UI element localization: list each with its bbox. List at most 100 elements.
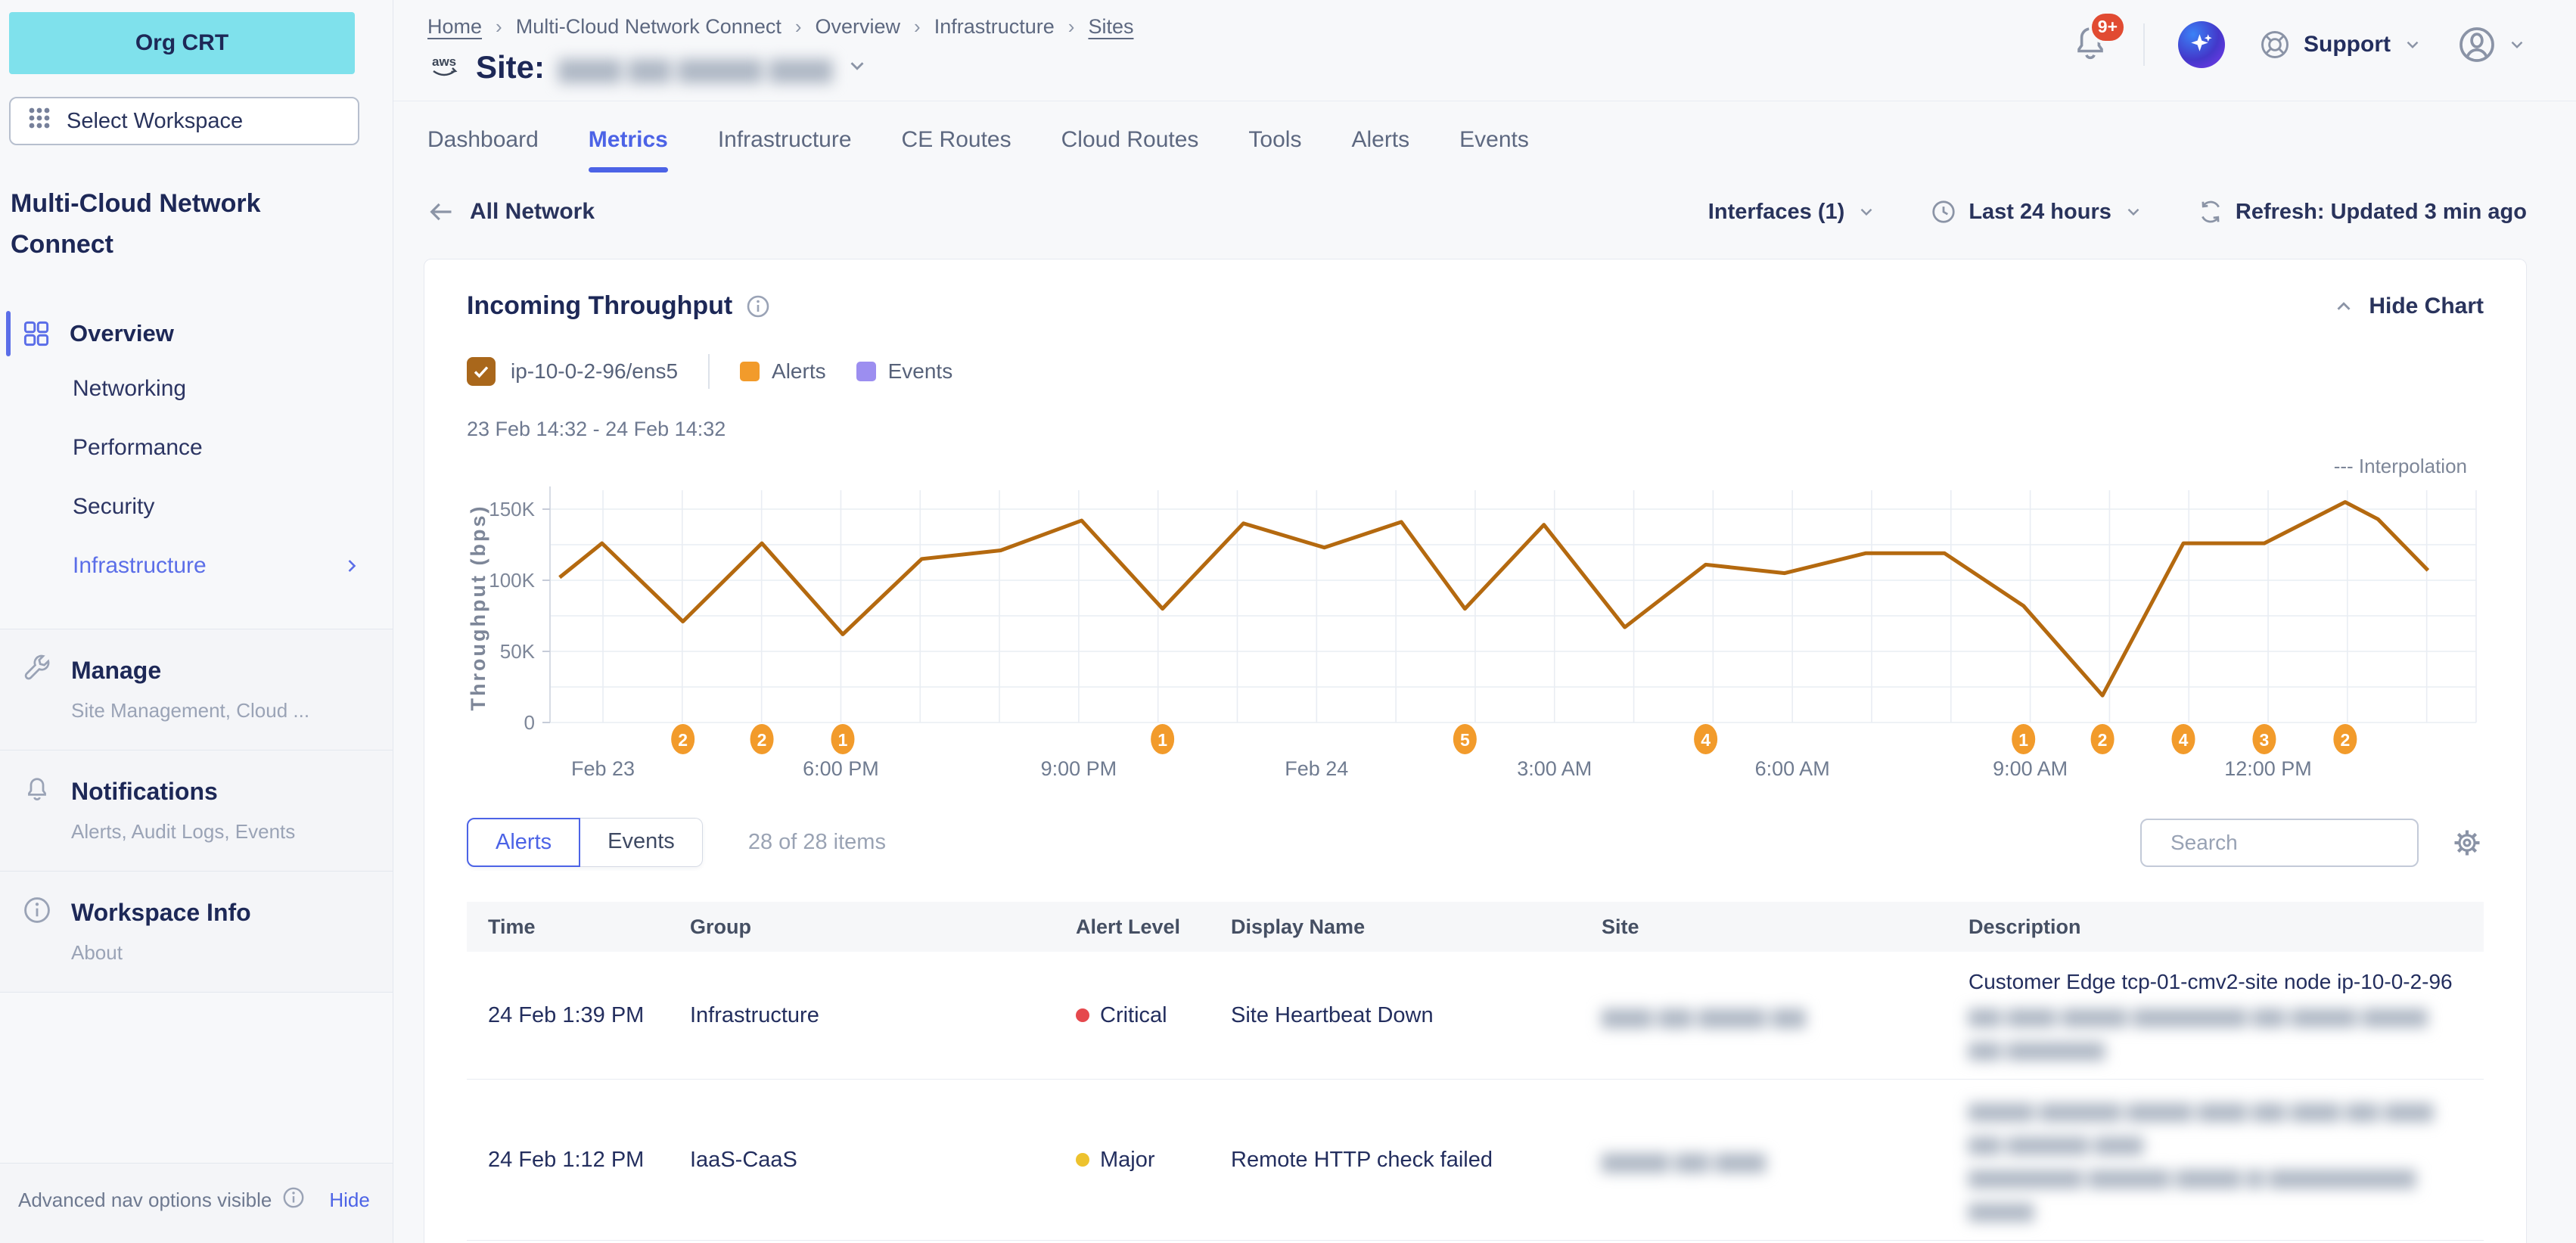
avatar-icon xyxy=(2459,27,2494,62)
overview-grid-icon xyxy=(23,321,49,346)
tab-infrastructure[interactable]: Infrastructure xyxy=(717,127,852,152)
svg-text:12:00 PM: 12:00 PM xyxy=(2224,757,2312,780)
table-row[interactable]: 24 Feb 1:12 PM IaaS-CaaS Major Remote HTTP … xyxy=(467,1080,2484,1241)
table-tab-events[interactable]: Events xyxy=(580,818,703,867)
time-range-dropdown[interactable]: Last 24 hours xyxy=(1931,199,2143,225)
tab-cloud-routes[interactable]: Cloud Routes xyxy=(1061,127,1199,152)
search-input[interactable] xyxy=(2170,830,2444,855)
sidebar-section-manage[interactable]: Manage Site Management, Cloud ... xyxy=(0,629,393,750)
svg-text:6:00 AM: 6:00 AM xyxy=(1755,757,1830,780)
sidebar-item-networking[interactable]: Networking xyxy=(0,359,393,418)
breadcrumb-item[interactable]: Sites xyxy=(1088,15,1134,38)
sidebar-item-overview[interactable]: Overview xyxy=(0,308,393,359)
sidebar-item-security[interactable]: Security xyxy=(0,477,393,536)
toolbar: All Network Interfaces (1) Last 24 hours… xyxy=(427,198,2527,225)
table-header-row: Time Group Alert Level Display Name Site Desc… xyxy=(467,902,2484,952)
interfaces-dropdown[interactable]: Interfaces (1) xyxy=(1708,200,1877,225)
main-content: Home › Multi-Cloud Network Connect › Overvie… xyxy=(393,0,2576,1243)
svg-text:2: 2 xyxy=(757,730,767,750)
svg-text:5: 5 xyxy=(1460,730,1470,750)
select-workspace-button[interactable]: Select Workspace xyxy=(9,97,359,145)
tab-tools[interactable]: Tools xyxy=(1248,127,1302,152)
column-header-alert-level: Alert Level xyxy=(1076,915,1181,938)
sidebar-item-label: Infrastructure xyxy=(73,552,207,578)
breadcrumb-item[interactable]: Infrastructure xyxy=(934,15,1055,38)
series-legend-label: ip-10-0-2-96/ens5 xyxy=(511,359,679,383)
svg-text:aws: aws xyxy=(432,54,456,69)
tab-ce-routes[interactable]: CE Routes xyxy=(901,127,1011,152)
sidebar-section-workspace-info[interactable]: Workspace Info About xyxy=(0,871,393,993)
sidebar-item-label: Performance xyxy=(73,434,203,460)
back-all-network[interactable]: All Network xyxy=(427,198,595,225)
breadcrumb-separator: › xyxy=(794,15,802,38)
user-menu[interactable] xyxy=(2456,23,2527,66)
section-title: Notifications xyxy=(71,778,218,806)
arrow-left-icon xyxy=(430,203,452,221)
chevron-down-icon xyxy=(1860,208,1872,216)
line-chart[interactable]: 0 50K 100K 150K Feb 23 6:00 PM 9:00 PM Feb 24 3:… xyxy=(467,456,2484,782)
table-search[interactable] xyxy=(2140,818,2444,867)
info-icon[interactable] xyxy=(746,294,770,319)
topbar: Home › Multi-Cloud Network Connect › Overvie… xyxy=(393,0,2576,101)
info-icon xyxy=(23,896,51,931)
breadcrumb-item[interactable]: Overview xyxy=(815,15,901,38)
cell-display-name: Remote HTTP check failed xyxy=(1231,1147,1493,1172)
svg-text:Throughput (bps): Throughput (bps) xyxy=(467,505,489,711)
site-header: aws Site: ▆▆▆ ▆▆ ▆▆▆▆ ▆▆▆ xyxy=(427,49,2527,85)
svg-text:9:00 AM: 9:00 AM xyxy=(1993,757,2068,780)
grid-icon xyxy=(27,106,51,136)
time-range-label: Last 24 hours xyxy=(1969,199,2111,224)
svg-text:3:00 AM: 3:00 AM xyxy=(1517,757,1592,780)
hide-nav-link[interactable]: Hide xyxy=(329,1189,370,1211)
sidebar: Org CRT Select Workspace Multi-Cloud Net… xyxy=(0,0,393,1243)
sidebar-item-infrastructure[interactable]: Infrastructure xyxy=(0,536,393,595)
throughput-chart: 0 50K 100K 150K Feb 23 6:00 PM 9:00 PM Feb 24 3:… xyxy=(467,456,2484,782)
check-icon xyxy=(474,366,489,378)
topbar-actions: 9+ Support xyxy=(2071,10,2527,68)
tab-dashboard[interactable]: Dashboard xyxy=(427,127,539,152)
section-subtitle: About xyxy=(71,940,123,964)
table-row[interactable]: 24 Feb 1:39 PM Infrastructure Critical Site… xyxy=(467,952,2484,1080)
svg-text:Feb 23: Feb 23 xyxy=(571,757,635,780)
hide-chart-button[interactable]: Hide Chart xyxy=(2332,294,2484,319)
active-indicator xyxy=(6,310,11,356)
tab-alerts[interactable]: Alerts xyxy=(1351,127,1410,152)
series-checkbox[interactable] xyxy=(467,357,496,386)
wrench-icon xyxy=(23,654,51,688)
table-tab-alerts[interactable]: Alerts xyxy=(467,818,581,867)
tab-events[interactable]: Events xyxy=(1459,127,1529,152)
aws-logo-icon: aws xyxy=(427,51,462,85)
table-body: 24 Feb 1:39 PM Infrastructure Critical Site… xyxy=(467,952,2484,1243)
breadcrumb-separator: › xyxy=(496,15,502,38)
events-swatch xyxy=(856,362,876,381)
ai-assistant-icon[interactable] xyxy=(2178,21,2226,68)
refresh-button[interactable]: Refresh: Updated 3 min ago xyxy=(2198,199,2527,225)
svg-text:1: 1 xyxy=(2018,730,2028,750)
sidebar-item-performance[interactable]: Performance xyxy=(0,418,393,477)
svg-text:Feb 24: Feb 24 xyxy=(1285,757,1348,780)
support-menu[interactable]: Support xyxy=(2258,28,2422,61)
notifications-bell-icon[interactable]: 9+ xyxy=(2071,10,2127,67)
sidebar-section-notifications[interactable]: Notifications Alerts, Audit Logs, Events xyxy=(0,750,393,872)
metrics-card: Incoming Throughput Hide Chart ip-10-0-2… xyxy=(424,259,2527,1243)
column-header-site: Site xyxy=(1602,915,1639,938)
sidebar-item-label: Networking xyxy=(73,375,187,401)
events-legend: Events xyxy=(856,359,952,384)
org-banner: Org CRT xyxy=(9,12,355,74)
cell-site: ▆▆▆▆ ▆▆ ▆▆▆ xyxy=(1602,1148,1766,1173)
svg-text:1: 1 xyxy=(1157,730,1167,750)
sidebar-nav: Overview Networking Performance Security Inf… xyxy=(0,308,393,595)
tab-metrics[interactable]: Metrics xyxy=(588,127,668,172)
svg-text:6:00 PM: 6:00 PM xyxy=(803,757,879,780)
clock-icon xyxy=(1932,200,1955,223)
chevron-down-icon xyxy=(2407,41,2419,48)
bell-icon xyxy=(23,775,51,810)
breadcrumb-separator: › xyxy=(914,15,921,38)
breadcrumb-item[interactable]: Multi-Cloud Network Connect xyxy=(515,15,782,38)
section-title: Manage xyxy=(71,657,162,685)
svg-text:150K: 150K xyxy=(489,498,535,521)
breadcrumb-item[interactable]: Home xyxy=(427,15,483,38)
table-settings-gear-icon[interactable] xyxy=(2450,826,2484,859)
svg-text:--- Interpolation: --- Interpolation xyxy=(2334,456,2467,477)
site-dropdown-chevron-icon[interactable] xyxy=(846,54,869,81)
